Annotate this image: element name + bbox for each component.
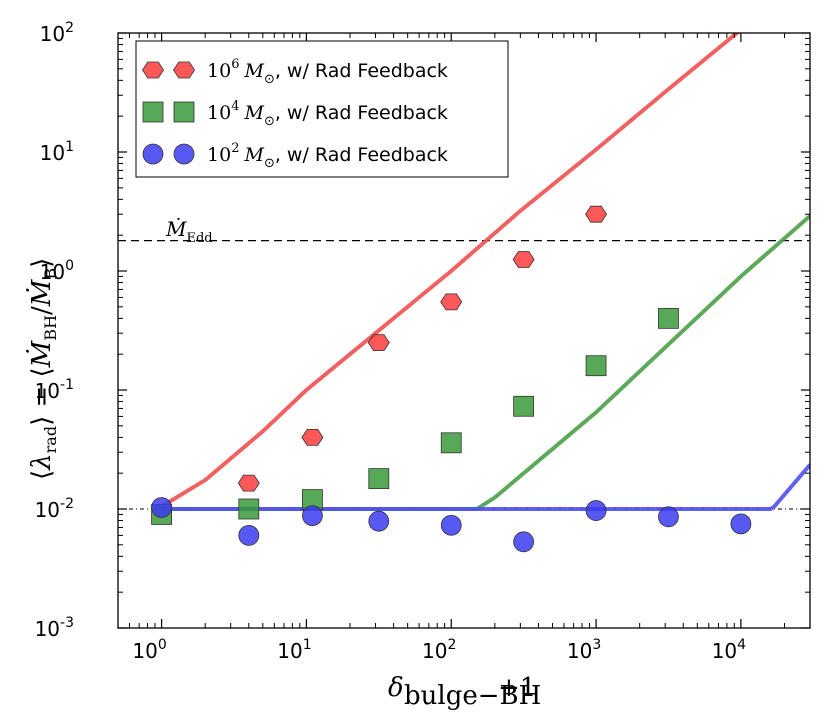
data-point-series-2 [238,498,260,520]
legend-marker-3a [142,143,164,165]
x-axis-label-plus: +1 [498,673,536,703]
y-tick-label: 10-2 [35,496,74,522]
data-point-series-2 [585,355,607,377]
data-point-series-3 [368,510,390,532]
data-point-series-3 [151,497,172,518]
data-point-series-1 [301,428,324,446]
x-axis-label-sub: bulge−BH [404,681,541,711]
x-tick-label: 100 [132,637,166,663]
legend: 106 M⊙, w/ Rad Feedback 104 M⊙, w/ Rad Feed… [135,40,509,178]
model-line-series-3 [161,463,810,511]
y-tick-label: 10-1 [35,377,74,403]
y-tick-label: 100 [40,258,74,284]
data-point-series-3 [658,506,679,528]
data-point-series-2 [440,432,462,454]
legend-items: 106 M⊙, w/ Rad Feedback 104 M⊙, w/ Rad Feed… [142,57,448,171]
model-lines [160,33,810,511]
eddington-symbol: Ṁ [165,217,187,241]
legend-label-3: 102 M⊙, w/ Rad Feedback [207,141,448,171]
data-point-series-3 [440,514,462,536]
x-axis-label: δ bulge−BH +1 [388,673,541,711]
data-point-series-1 [367,334,390,352]
x-tick-label: 103 [567,637,601,663]
legend-marker-2a [142,101,164,123]
legend-label-2: 104 M⊙, w/ Rad Feedback [207,99,448,129]
y-axis-label: ⟨λrad⟩ = ⟨ṀBH/ṀB⟩ [26,258,60,480]
data-point-series-2 [368,468,390,490]
reference-lines [118,239,810,510]
y-axis-label-text: ⟨λrad⟩ = ⟨ṀBH/ṀB⟩ [26,258,60,480]
x-axis-label-delta: δ [388,673,404,703]
data-point-series-3 [513,531,535,553]
data-point-series-2 [658,307,679,329]
axis-ticks: 100 101 102 103 104 10-3 10-2 10-1 100 101 102 [35,20,811,663]
data-point-series-3 [730,513,752,535]
data-markers [151,205,752,553]
x-tick-label: 101 [277,637,311,663]
eddington-annotation: ṀEdd [165,217,213,246]
legend-marker-1a [142,61,164,79]
y-tick-label: 102 [40,20,74,46]
x-tick-label: 102 [422,637,456,663]
data-point-series-3 [585,500,607,521]
data-point-series-3 [302,505,323,527]
data-point-series-3 [238,525,260,546]
data-point-series-1 [237,474,260,492]
data-point-series-1 [512,251,535,268]
legend-marker-2b [173,101,195,123]
data-point-series-2 [513,395,535,417]
model-line-series-1 [160,33,741,509]
y-tick-label: 10-3 [35,615,74,641]
plot-frame [117,32,811,629]
data-point-series-1 [440,293,463,311]
data-point-series-1 [585,205,608,223]
legend-marker-3b [173,143,195,165]
x-tick-label: 104 [712,637,746,663]
eddington-subscript: Edd [186,231,212,246]
legend-box [135,40,509,178]
y-tick-label: 101 [40,139,74,165]
legend-marker-1b [173,61,195,79]
legend-label-1: 106 M⊙, w/ Rad Feedback [207,57,448,87]
